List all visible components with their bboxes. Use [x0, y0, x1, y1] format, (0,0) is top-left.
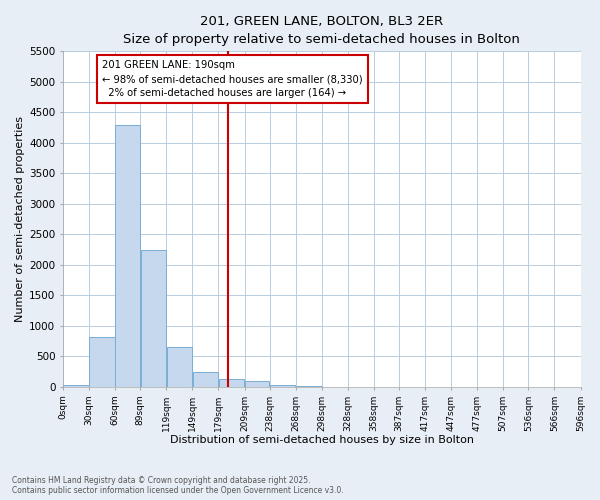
Bar [270, 385, 295, 387]
Bar [193, 372, 218, 387]
Y-axis label: Number of semi-detached properties: Number of semi-detached properties [15, 116, 25, 322]
Bar [115, 124, 140, 387]
X-axis label: Distribution of semi-detached houses by size in Bolton: Distribution of semi-detached houses by … [170, 435, 474, 445]
Bar [219, 379, 244, 387]
Bar [64, 385, 89, 387]
Bar [167, 346, 192, 387]
Text: Contains HM Land Registry data © Crown copyright and database right 2025.
Contai: Contains HM Land Registry data © Crown c… [12, 476, 344, 495]
Bar [296, 386, 322, 387]
Title: 201, GREEN LANE, BOLTON, BL3 2ER
Size of property relative to semi-detached hous: 201, GREEN LANE, BOLTON, BL3 2ER Size of… [124, 15, 520, 46]
Bar [140, 250, 166, 387]
Bar [245, 382, 269, 387]
Text: 201 GREEN LANE: 190sqm
← 98% of semi-detached houses are smaller (8,330)
  2% of: 201 GREEN LANE: 190sqm ← 98% of semi-det… [102, 60, 363, 98]
Bar [89, 337, 115, 387]
